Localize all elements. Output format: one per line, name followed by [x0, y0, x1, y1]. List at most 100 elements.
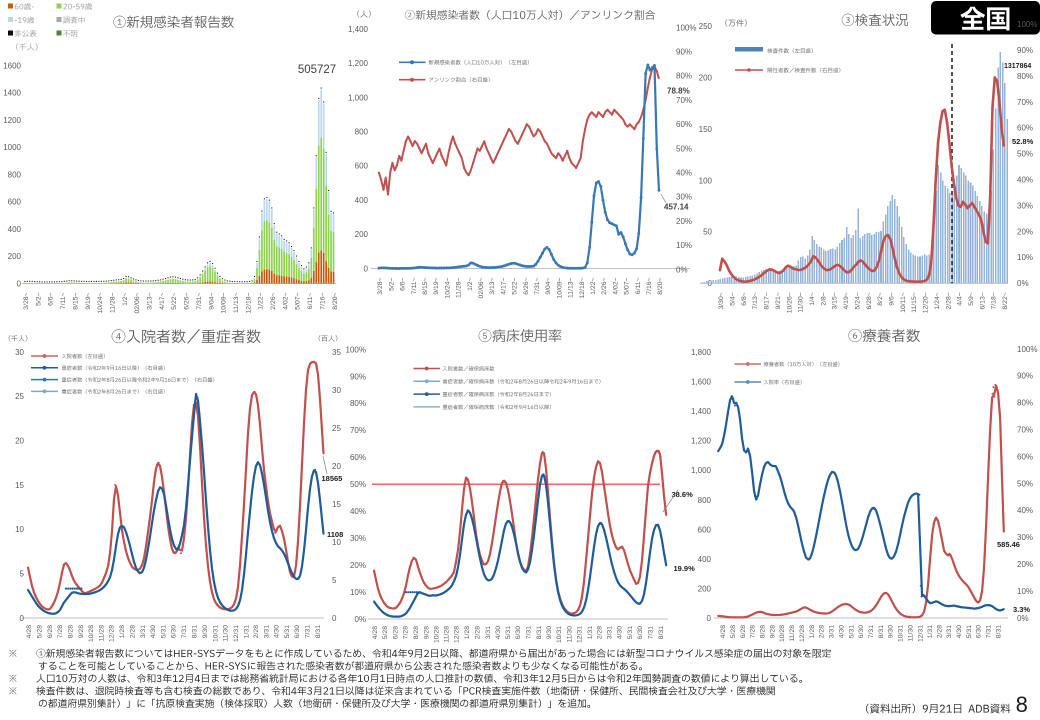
- svg-text:20%: 20%: [350, 561, 366, 570]
- svg-text:4/30: 4/30: [495, 626, 502, 639]
- svg-text:8: 8: [1016, 692, 1028, 717]
- svg-text:1,400: 1,400: [691, 407, 712, 416]
- svg-text:30: 30: [332, 386, 341, 395]
- svg-text:80%: 80%: [350, 399, 366, 408]
- svg-text:5/28: 5/28: [382, 626, 389, 639]
- svg-text:5/28: 5/28: [36, 625, 43, 638]
- svg-text:5/31: 5/31: [161, 625, 168, 638]
- svg-text:5/22~: 5/22~: [512, 277, 519, 294]
- svg-text:6/11~: 6/11~: [307, 292, 314, 309]
- svg-text:1/24~: 1/24~: [934, 292, 941, 309]
- svg-text:3/13~: 3/13~: [147, 292, 154, 309]
- svg-text:70%: 70%: [676, 96, 692, 105]
- svg-text:20%: 20%: [1017, 227, 1033, 236]
- svg-text:4/02~: 4/02~: [282, 292, 289, 309]
- svg-text:80%: 80%: [1017, 399, 1033, 408]
- svg-text:10%: 10%: [350, 588, 366, 597]
- svg-text:0%: 0%: [1017, 279, 1029, 288]
- svg-text:7/16~: 7/16~: [646, 277, 653, 294]
- svg-text:8/15~: 8/15~: [422, 277, 429, 294]
- svg-text:4/30: 4/30: [617, 626, 624, 639]
- svg-text:100%: 100%: [676, 23, 696, 32]
- svg-text:1,600: 1,600: [691, 378, 712, 387]
- svg-text:8/28: 8/28: [760, 625, 767, 638]
- svg-text:7/28: 7/28: [750, 625, 757, 638]
- svg-text:4/17~: 4/17~: [159, 292, 166, 309]
- svg-text:20: 20: [332, 462, 341, 471]
- svg-text:11/28~: 11/28~: [110, 292, 117, 313]
- svg-text:800: 800: [355, 128, 369, 137]
- svg-text:2/28: 2/28: [253, 625, 260, 638]
- svg-text:30%: 30%: [350, 534, 366, 543]
- svg-text:200: 200: [698, 584, 712, 593]
- svg-text:200: 200: [699, 74, 713, 83]
- svg-text:12/18~: 12/18~: [245, 292, 252, 313]
- svg-text:4/28: 4/28: [720, 625, 727, 638]
- svg-text:15: 15: [332, 500, 341, 509]
- svg-text:5: 5: [332, 576, 337, 585]
- svg-text:4/30: 4/30: [150, 625, 157, 638]
- svg-text:2/28: 2/28: [130, 625, 137, 638]
- svg-text:2/8~: 2/8~: [820, 292, 827, 305]
- svg-text:100: 100: [699, 176, 713, 185]
- svg-text:11/15~: 11/15~: [911, 292, 918, 313]
- svg-text:1,000: 1,000: [691, 466, 712, 475]
- svg-text:8/20~: 8/20~: [657, 277, 664, 294]
- svg-text:52.8%: 52.8%: [1012, 137, 1034, 146]
- svg-text:70%: 70%: [1017, 98, 1033, 107]
- svg-text:19.9%: 19.9%: [674, 564, 696, 573]
- svg-text:9/28: 9/28: [770, 625, 777, 638]
- svg-text:8/28: 8/28: [67, 625, 74, 638]
- svg-text:4/30: 4/30: [838, 625, 845, 638]
- svg-text:11/13~: 11/13~: [568, 277, 575, 298]
- svg-text:12/31: 12/31: [233, 625, 240, 642]
- svg-text:8/31: 8/31: [996, 625, 1003, 638]
- svg-text:70%: 70%: [1017, 426, 1033, 435]
- svg-text:7/31: 7/31: [647, 626, 654, 639]
- svg-text:6/28~: 6/28~: [866, 292, 873, 309]
- svg-text:10/09~: 10/09~: [221, 292, 228, 313]
- svg-text:20%: 20%: [1017, 560, 1033, 569]
- svg-text:3/31: 3/31: [607, 626, 614, 639]
- svg-text:1108: 1108: [327, 530, 343, 539]
- svg-text:5/2~: 5/2~: [388, 277, 395, 290]
- svg-text:20%: 20%: [676, 217, 692, 226]
- svg-text:0%: 0%: [1017, 614, 1029, 623]
- svg-text:10/09~: 10/09~: [556, 277, 563, 298]
- svg-text:8/31: 8/31: [878, 625, 885, 638]
- svg-text:9/30: 9/30: [202, 625, 209, 638]
- svg-text:505727: 505727: [298, 64, 336, 76]
- svg-text:11/13~: 11/13~: [233, 292, 240, 313]
- svg-text:1,200: 1,200: [691, 437, 712, 446]
- svg-text:4/4~: 4/4~: [957, 292, 964, 305]
- svg-text:6/8~: 6/8~: [741, 292, 748, 305]
- svg-text:11/28~: 11/28~: [456, 277, 463, 298]
- svg-text:30: 30: [15, 348, 24, 357]
- svg-text:10/31: 10/31: [898, 625, 905, 642]
- svg-text:10: 10: [15, 525, 24, 534]
- svg-text:600: 600: [698, 525, 712, 534]
- svg-text:5/31: 5/31: [505, 626, 512, 639]
- svg-text:1/2~: 1/2~: [467, 277, 474, 290]
- svg-text:5/07~: 5/07~: [624, 277, 631, 294]
- svg-text:10: 10: [332, 538, 341, 547]
- svg-text:50%: 50%: [1017, 150, 1033, 159]
- svg-text:1,000: 1,000: [348, 93, 369, 102]
- svg-text:10/24~: 10/24~: [444, 277, 451, 298]
- svg-text:8/20~: 8/20~: [332, 292, 339, 309]
- svg-text:5/31: 5/31: [966, 625, 973, 638]
- svg-text:6/28: 6/28: [740, 625, 747, 638]
- svg-text:0: 0: [17, 279, 22, 288]
- svg-text:90%: 90%: [350, 372, 366, 381]
- svg-text:5/07~: 5/07~: [295, 292, 302, 309]
- svg-text:6/30: 6/30: [858, 625, 865, 638]
- svg-text:10/28: 10/28: [779, 625, 786, 642]
- svg-text:1,800: 1,800: [691, 348, 712, 357]
- svg-text:9/04~: 9/04~: [545, 277, 552, 294]
- svg-text:0%: 0%: [676, 265, 688, 274]
- svg-text:7/31: 7/31: [526, 626, 533, 639]
- svg-text:6/13~: 6/13~: [979, 292, 986, 309]
- svg-text:1/22~: 1/22~: [590, 277, 597, 294]
- svg-text:0%: 0%: [354, 615, 366, 624]
- svg-text:8/31: 8/31: [536, 626, 543, 639]
